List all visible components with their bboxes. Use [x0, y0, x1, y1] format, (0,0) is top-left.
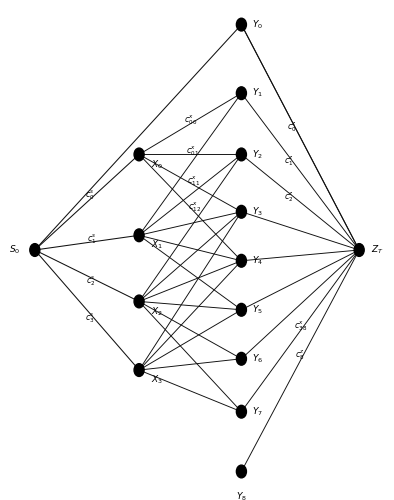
Text: c$_{00}^x$: c$_{00}^x$ — [184, 114, 197, 127]
Text: X$_2$: X$_2$ — [151, 305, 163, 318]
Text: c$_2^s$: c$_2^s$ — [86, 274, 96, 287]
Text: X$_3$: X$_3$ — [151, 374, 163, 386]
Text: Y$_3$: Y$_3$ — [252, 206, 263, 218]
Text: c$_2^z$: c$_2^z$ — [284, 190, 294, 203]
Circle shape — [236, 406, 246, 418]
Text: Y$_0$: Y$_0$ — [252, 18, 264, 31]
Circle shape — [134, 295, 144, 308]
Text: c$_{12}^x$: c$_{12}^x$ — [188, 201, 201, 214]
Circle shape — [30, 244, 40, 256]
Text: c$_8^z$: c$_8^z$ — [295, 348, 305, 362]
Text: S$_0$: S$_0$ — [9, 244, 20, 256]
Text: c$_1^s$: c$_1^s$ — [87, 232, 97, 246]
Text: c$_{11}^x$: c$_{11}^x$ — [187, 175, 200, 188]
Circle shape — [236, 18, 246, 31]
Text: Z$_T$: Z$_T$ — [371, 244, 383, 256]
Circle shape — [236, 352, 246, 365]
Circle shape — [134, 148, 144, 161]
Circle shape — [236, 254, 246, 267]
Text: c$_1^z$: c$_1^z$ — [284, 154, 293, 168]
Text: c$_0^s$: c$_0^s$ — [85, 188, 95, 202]
Text: Y$_2$: Y$_2$ — [252, 148, 263, 160]
Text: Y$_5$: Y$_5$ — [252, 304, 263, 316]
Text: c$_0^z$: c$_0^z$ — [287, 120, 297, 134]
Text: c$_{38}^x$: c$_{38}^x$ — [294, 319, 307, 332]
Text: X$_0$: X$_0$ — [151, 158, 163, 170]
Circle shape — [354, 244, 364, 256]
Text: c$_{01}^x$: c$_{01}^x$ — [186, 145, 199, 158]
Text: Y$_8$: Y$_8$ — [236, 490, 247, 500]
Text: Y$_7$: Y$_7$ — [252, 406, 263, 418]
Circle shape — [134, 229, 144, 241]
Text: X$_1$: X$_1$ — [151, 239, 163, 252]
Text: c$_3^s$: c$_3^s$ — [85, 311, 95, 324]
Circle shape — [236, 148, 246, 161]
Text: Y$_1$: Y$_1$ — [252, 87, 263, 100]
Text: Y$_4$: Y$_4$ — [252, 254, 264, 267]
Circle shape — [236, 87, 246, 100]
Circle shape — [134, 364, 144, 376]
Circle shape — [236, 304, 246, 316]
Circle shape — [236, 465, 246, 478]
Circle shape — [236, 206, 246, 218]
Text: Y$_6$: Y$_6$ — [252, 352, 264, 365]
